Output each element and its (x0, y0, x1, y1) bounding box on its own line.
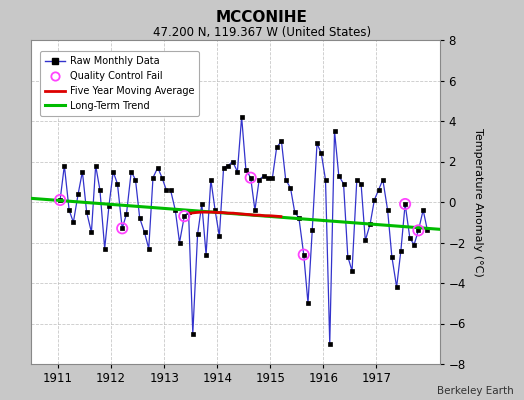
Point (180, 213, 189, 219)
Text: Berkeley Earth: Berkeley Earth (437, 386, 514, 396)
Text: 47.200 N, 119.367 W (United States): 47.200 N, 119.367 W (United States) (153, 26, 371, 39)
Text: MCCONIHE: MCCONIHE (216, 10, 308, 25)
Point (56, 197, 64, 203)
Point (401, 201, 409, 207)
Point (414, 227, 422, 234)
Legend: Raw Monthly Data, Quality Control Fail, Five Year Moving Average, Long-Term Tren: Raw Monthly Data, Quality Control Fail, … (40, 51, 199, 116)
Y-axis label: Temperature Anomaly (°C): Temperature Anomaly (°C) (473, 128, 483, 276)
Point (118, 225, 126, 232)
Point (300, 252, 308, 258)
Point (246, 174, 255, 181)
